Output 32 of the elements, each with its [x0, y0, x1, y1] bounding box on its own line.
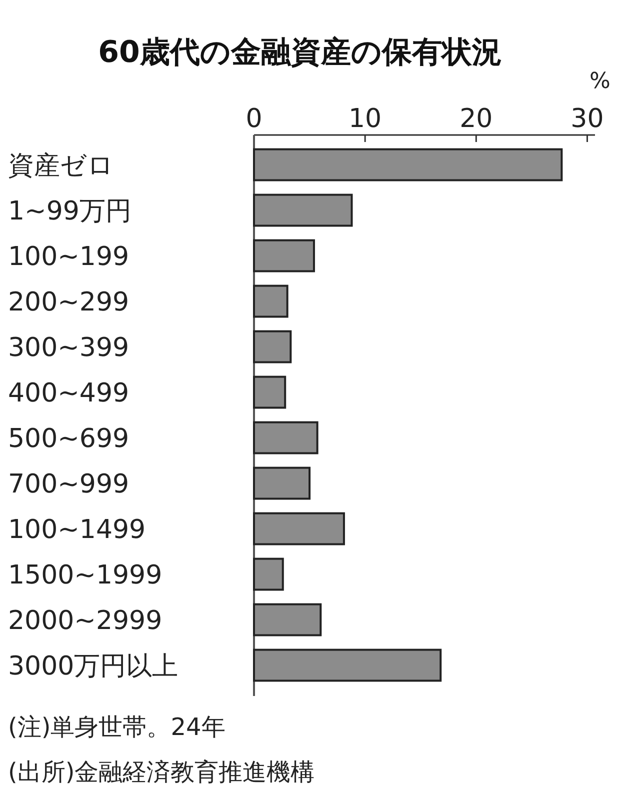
- x-tick-label: 10: [348, 104, 382, 134]
- x-tick-label: 30: [570, 104, 604, 134]
- bar: [253, 603, 322, 636]
- y-tick-label: 資産ゼロ: [8, 150, 114, 181]
- y-tick-label: 100~199: [8, 242, 130, 272]
- y-tick-label: 700~999: [8, 469, 130, 500]
- y-tick-label: 400~499: [8, 378, 130, 408]
- y-tick-label: 500~699: [8, 424, 130, 454]
- bar: [253, 284, 288, 318]
- x-tick-label: 20: [460, 104, 493, 134]
- y-tick-label: 300~399: [8, 332, 130, 363]
- bar: [253, 512, 345, 546]
- y-tick-label: 200~299: [8, 287, 130, 318]
- bar: [253, 376, 286, 409]
- y-tick-label: 1~99万円: [8, 196, 132, 226]
- y-tick-label: 3000万円以上: [8, 651, 178, 682]
- x-axis-title: %: [590, 69, 610, 94]
- bar: [253, 330, 292, 364]
- bar: [253, 558, 284, 591]
- bar: [253, 239, 315, 272]
- bar: [253, 194, 353, 227]
- y-tick-label: 100~1499: [8, 514, 146, 545]
- bar: [253, 148, 563, 182]
- bar: [253, 421, 318, 454]
- chart-title: 60歳代の金融資産の保有状況: [98, 35, 502, 70]
- bar: [253, 648, 442, 682]
- text: (出所)金融経済教育推進機構: [8, 758, 315, 786]
- x-tick-label: 0: [246, 104, 262, 134]
- y-tick-label: 1500~1999: [8, 560, 162, 590]
- text: (注)単身世帯。24年: [8, 713, 226, 741]
- bar: [253, 466, 311, 500]
- y-tick-label: 2000~2999: [8, 606, 162, 636]
